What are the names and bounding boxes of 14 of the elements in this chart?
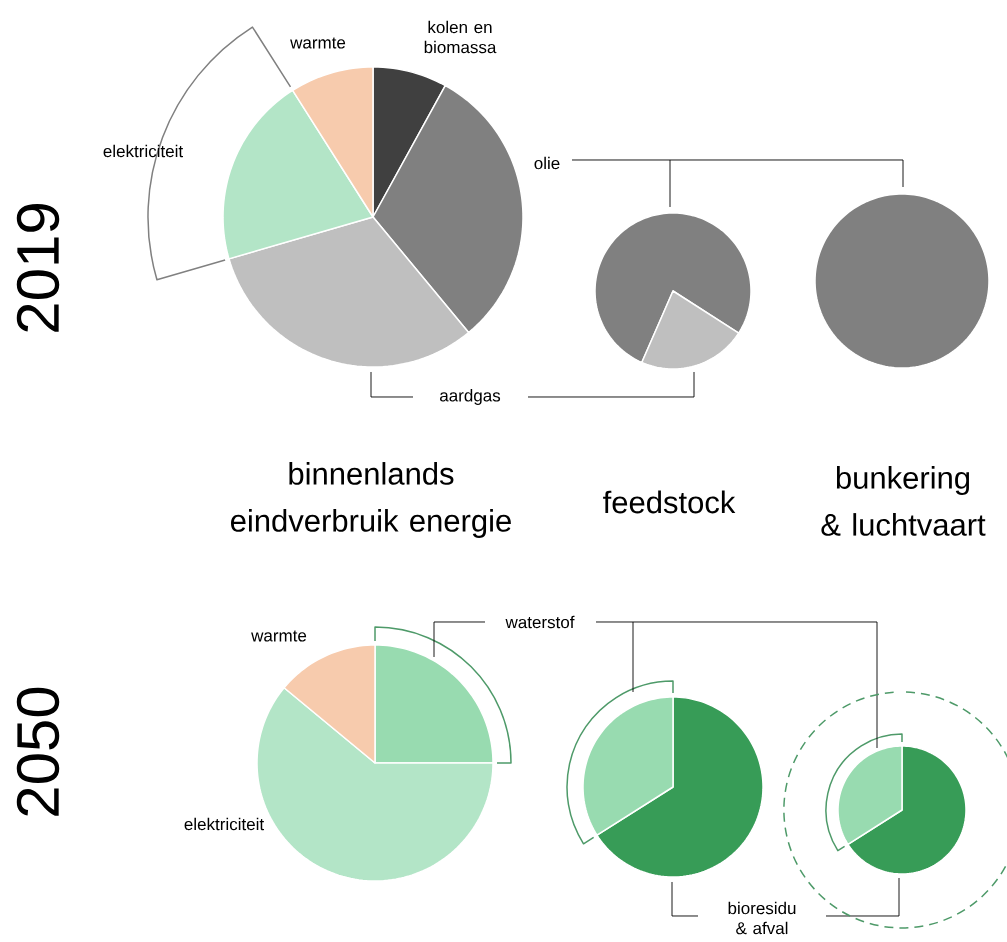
slice-label: waterstof (505, 615, 575, 629)
text: binnenlands eindverbruik energie (231, 462, 511, 538)
slice-label: warmte (251, 630, 307, 642)
text: bunkering & luchtvaart (821, 466, 986, 536)
text: 2019 (16, 204, 60, 332)
text: 2050 (16, 687, 60, 816)
slice-label: elektriciteit (103, 144, 184, 158)
slice-label: aardgas (440, 389, 501, 405)
slice-label: bioresidu & afval (728, 901, 796, 935)
slice-label: kolen en biomassa (424, 20, 497, 54)
slice-label: olie (534, 156, 560, 170)
slice-label: warmte (290, 37, 346, 49)
text: feedstock (603, 490, 736, 514)
slice-label: elektriciteit (184, 817, 265, 831)
